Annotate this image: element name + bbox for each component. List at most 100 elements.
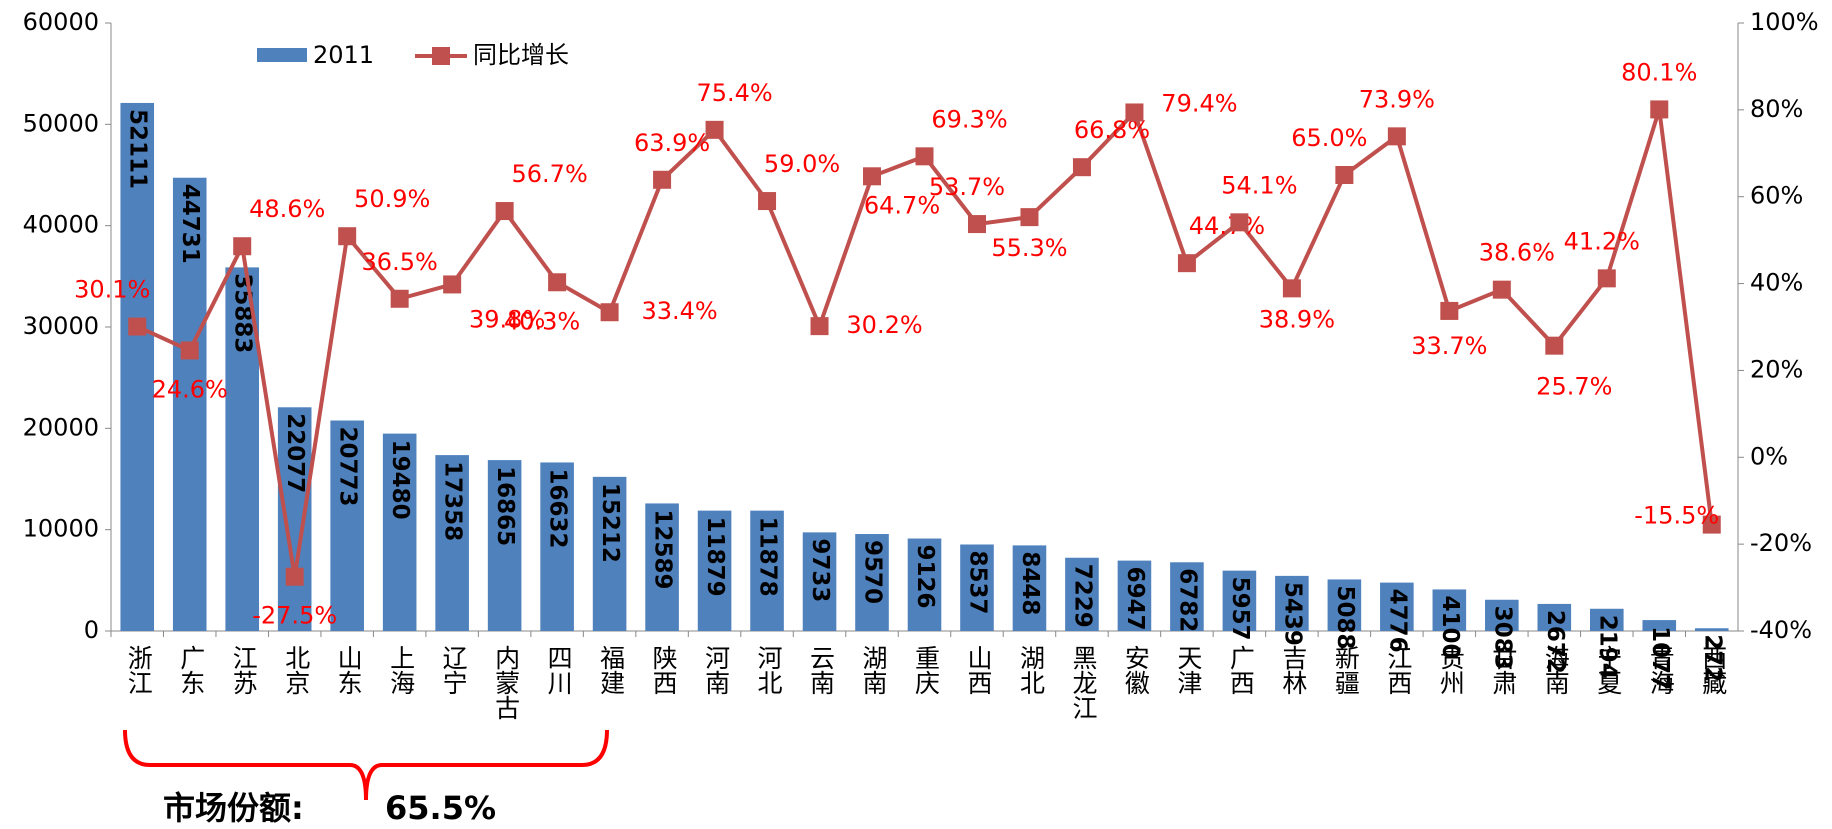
x-tick-label: 湖南 [859,645,888,695]
x-tick-label: 北京 [282,645,311,695]
line-value-label: 30.1% [74,276,150,304]
bar-value-label: 6782 [1174,568,1200,632]
x-tick-label: 陕西 [649,645,678,695]
line-value-label: 59.0% [764,150,840,178]
line-marker [810,317,829,336]
bar [540,462,574,631]
bar-value-label: 1077 [1647,626,1673,690]
bar-value-label: 2194 [1594,615,1620,679]
bar [1694,628,1729,631]
legend-marker [432,47,450,65]
bar [645,503,679,631]
x-tick-label: 新疆 [1331,645,1360,695]
bar [1012,545,1047,631]
line-marker [1335,166,1354,184]
x-tick-label: 江苏 [229,645,258,695]
bar-value-label: 9570 [860,540,886,604]
bar [1170,562,1204,631]
x-tick-label: 青海 [1646,645,1675,695]
x-tick-label: 广东 [177,645,206,695]
bar [1432,589,1467,631]
line-value-label: 50.9% [354,185,430,213]
line-marker [1072,158,1091,177]
line-marker [863,167,882,186]
x-tick-label: 河北 [754,645,783,695]
x-tick-label: 黑龙江 [1069,645,1098,720]
bar [592,476,627,631]
line-value-label: 73.9% [1359,85,1435,113]
bar-value-label: 16632 [545,468,571,548]
line-value-label: 69.3% [931,105,1007,133]
bar [907,538,942,631]
bar [1537,603,1572,631]
line-value-label: 40.3% [504,307,580,335]
bar-value-label: 11878 [755,517,781,597]
bar-value-label: 4776 [1384,589,1410,653]
y-tick-label: 0 [84,616,99,644]
bar [1485,599,1519,631]
bar [750,510,784,631]
bar [1117,560,1152,631]
bar-value-label: 8448 [1017,551,1043,615]
bar [277,407,312,631]
bar-value-label: 16865 [492,466,518,546]
bar [487,460,522,631]
y-tick-label: 10000 [23,515,99,543]
bar-value-label: 11879 [702,517,728,597]
x-tick-label: 宁夏 [1594,645,1623,695]
line-marker [1387,127,1406,146]
y-tick-label: 50000 [23,109,99,137]
bar-value-label: 9733 [807,538,833,602]
bar-value-label: 8537 [964,550,990,614]
line-marker [1702,515,1721,534]
y2-tick-label: 60% [1750,182,1803,210]
annotation: 市场份额: [163,789,304,827]
line-marker [705,120,724,139]
x-tick-label: 云南 [807,645,836,695]
line-marker [653,170,672,189]
bar-value-label: 5439 [1279,582,1305,646]
line-value-label: 33.7% [1411,332,1487,360]
y-tick-label: 30000 [23,312,99,340]
bar [435,455,469,631]
annotation: 65.5% [385,789,496,827]
line-marker [1597,269,1616,288]
line-marker [1282,279,1301,298]
line-marker [600,303,619,322]
bar-value-label: 22077 [282,413,308,493]
line-value-label: 41.2% [1564,227,1640,255]
line-marker [338,227,357,246]
x-tick-label: 甘肃 [1489,645,1518,695]
line-value-label: 48.6% [249,195,325,223]
line-marker [548,273,567,292]
line-value-label: 38.6% [1479,239,1555,267]
bar [1380,582,1414,631]
bar [1642,620,1677,631]
bracket [123,729,609,801]
bar-value-label: 17358 [440,461,466,541]
bar-value-label: 20773 [335,427,361,507]
line-marker [128,317,147,336]
bar-value-label: 2672 [1542,610,1568,674]
x-tick-label: 浙江 [124,645,153,695]
bar-value-label: 19480 [387,440,413,520]
line-marker [1020,208,1039,227]
bar-value-label: 7229 [1069,564,1095,628]
line-value-label: -15.5% [1634,502,1719,530]
x-tick-label: 贵州 [1436,645,1465,695]
bar-value-label: 5957 [1227,577,1253,641]
y2-tick-label: -20% [1750,529,1812,557]
bar [1275,575,1309,631]
x-tick-label: 内蒙古 [492,645,521,720]
x-tick-label: 山西 [964,645,993,695]
line-value-label: 44.7% [1189,212,1265,240]
bar [172,177,207,631]
line-marker [1230,213,1249,232]
line-value-label: 64.7% [864,191,940,219]
x-tick-label: 天津 [1174,645,1203,695]
line-value-label: 79.4% [1161,89,1237,117]
bar [697,510,732,631]
bar [960,544,994,631]
bar [120,102,155,631]
line-marker [180,341,199,360]
